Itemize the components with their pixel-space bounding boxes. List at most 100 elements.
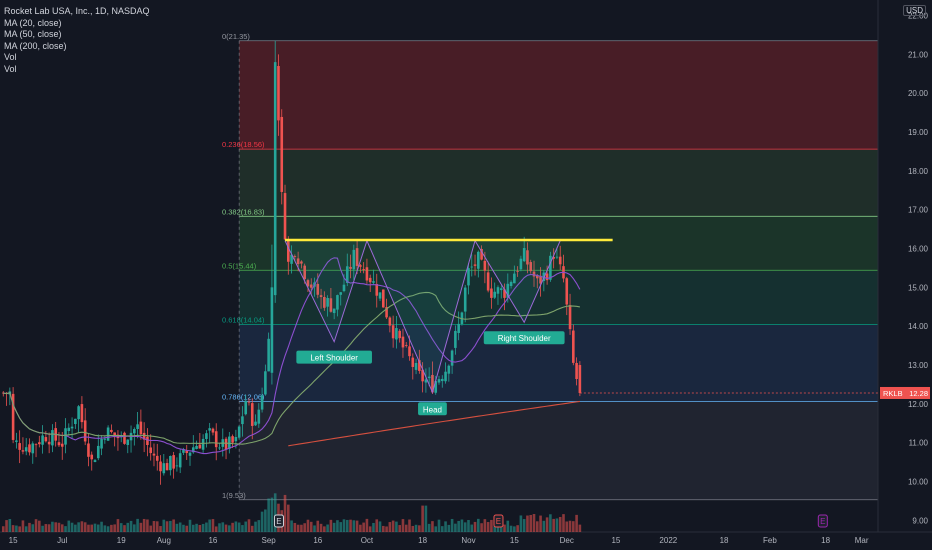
volume-bar [391, 520, 395, 532]
time-tick-label: 15 [611, 536, 620, 545]
candle-body [470, 266, 474, 268]
candle-body [218, 447, 221, 449]
candle-body [434, 381, 438, 393]
volume-bar [169, 520, 172, 532]
candle-body [139, 421, 143, 435]
fib-zone-0 [239, 40, 878, 150]
volume-bar [578, 524, 582, 532]
candle-body [67, 427, 71, 432]
volume-bar [244, 521, 248, 532]
candle-body [18, 443, 21, 450]
candle-body [329, 298, 333, 312]
annotation-box [296, 350, 372, 364]
time-tick-label: Mar [855, 536, 869, 545]
candle-body [365, 267, 369, 281]
candle-body [578, 365, 582, 393]
candle-body [74, 418, 77, 425]
candle-body [444, 371, 447, 382]
last-price-tag [880, 386, 930, 399]
candle-body [388, 317, 392, 326]
volume-bar [526, 515, 529, 532]
price-tick-label: 21.00 [908, 50, 929, 59]
volume-bar [450, 518, 454, 532]
volume-bar [228, 525, 231, 532]
currency-label[interactable]: USD [903, 5, 926, 16]
volume-bar [175, 523, 179, 532]
candle-body [345, 266, 349, 283]
candle-body [558, 256, 562, 265]
volume-bar [77, 522, 80, 532]
indicator-volume-2[interactable]: Vol [4, 63, 17, 74]
candle-body [467, 268, 470, 286]
candle-body [126, 439, 130, 446]
volume-bar [493, 526, 496, 532]
candle-body [51, 430, 54, 446]
volume-bar [385, 526, 388, 532]
volume-bar [152, 521, 156, 532]
volume-bar [44, 524, 48, 532]
candle-body [427, 376, 431, 379]
volume-bar [408, 519, 411, 532]
volume-bar [247, 519, 251, 532]
volume-bar [119, 523, 123, 532]
volume-bar [133, 524, 136, 532]
price-tick-label: 14.00 [908, 322, 929, 331]
price-tick-label: 18.00 [908, 167, 929, 176]
indicator-volume[interactable]: Vol [4, 52, 17, 62]
time-tick-label: Jul [57, 536, 67, 545]
volume-bar [241, 525, 244, 532]
volume-bar [283, 494, 287, 532]
volume-bar [237, 522, 241, 532]
indicator-ma50[interactable]: MA (50, close) [4, 29, 62, 39]
candle-body [323, 297, 326, 308]
volume-bar [490, 519, 493, 532]
price-axis-bg [878, 0, 932, 550]
price-tick-label: 9.00 [912, 516, 928, 525]
candle-body [231, 436, 234, 443]
price-tick-label: 16.00 [908, 245, 929, 254]
candle-body [414, 362, 418, 370]
volume-bar [129, 520, 133, 532]
volume-bar [496, 526, 500, 532]
volume-bar [270, 497, 274, 532]
symbol-title[interactable]: Rocket Lab USA, Inc., 1D, NASDAQ [4, 6, 150, 16]
volume-bar [535, 521, 539, 532]
volume-bar [8, 518, 12, 532]
volume-bar [411, 525, 415, 532]
candle-body [244, 400, 248, 415]
volume-bar [28, 522, 31, 532]
candle-body [395, 328, 398, 340]
volume-bar [332, 522, 336, 532]
volume-bar [67, 520, 71, 532]
candle-body [1, 392, 5, 394]
volume-bar [182, 524, 185, 532]
candle-body [513, 273, 516, 284]
volume-bar [552, 518, 555, 532]
candle-body [201, 438, 205, 450]
candle-body [424, 379, 428, 383]
price-tick-label: 19.00 [908, 128, 929, 137]
candle-body [539, 275, 542, 284]
indicator-ma200[interactable]: MA (200, close) [4, 40, 67, 51]
volume-bar [509, 525, 513, 532]
volume-bar [113, 524, 116, 532]
candle-body [57, 442, 61, 446]
candle-body [332, 308, 336, 314]
candle-body [382, 289, 385, 308]
candle-body [477, 251, 480, 269]
symbol-tag-label: RKLB [883, 389, 903, 398]
volume-bar [11, 525, 15, 532]
candle-body [241, 416, 244, 425]
candle-body [188, 452, 192, 456]
volume-bar [506, 520, 510, 532]
candle-body [34, 444, 38, 446]
candle-body [385, 307, 388, 318]
earnings-marker [817, 514, 828, 528]
volume-bar [195, 523, 198, 532]
indicator-ma20[interactable]: MA (20, close) [4, 17, 62, 28]
time-tick-label: 18 [821, 536, 830, 545]
candle-body [155, 455, 159, 461]
volume-bar [339, 522, 343, 532]
candle-body [270, 287, 274, 373]
